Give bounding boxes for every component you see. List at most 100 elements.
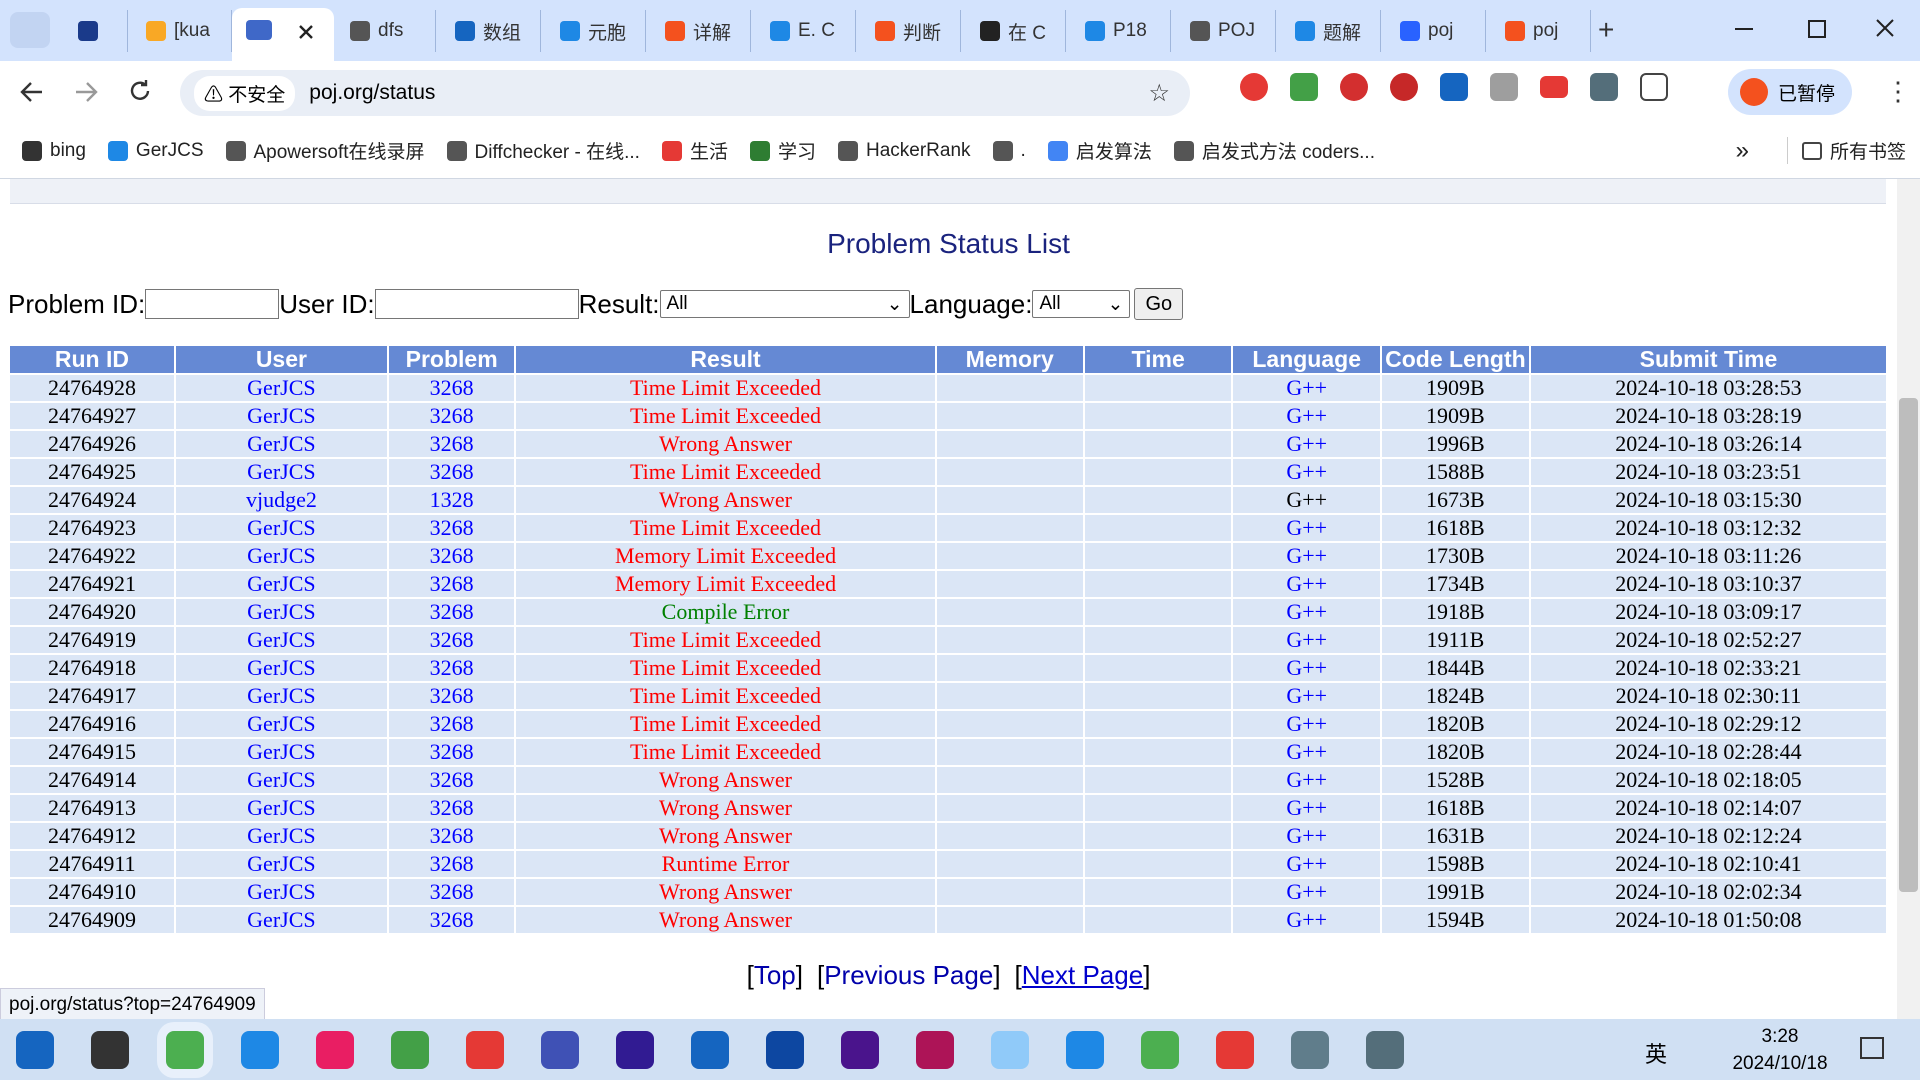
problem[interactable]: 3268 <box>429 907 474 932</box>
taskbar-icon[interactable] <box>1216 1031 1254 1069</box>
problem[interactable]: 3268 <box>429 431 474 456</box>
page-link[interactable]: Next Page <box>1021 960 1144 990</box>
tab[interactable]: 在 C <box>966 10 1066 52</box>
language[interactable]: G++ <box>1286 739 1328 764</box>
user[interactable]: GerJCS <box>247 739 316 764</box>
problem[interactable]: 3268 <box>429 515 474 540</box>
taskbar-icon[interactable] <box>241 1031 279 1069</box>
ime-indicator[interactable]: 英 <box>1645 1042 1668 1067</box>
problem[interactable]: 3268 <box>429 375 474 400</box>
notification-button[interactable] <box>1860 1037 1884 1059</box>
problem[interactable]: 3268 <box>429 627 474 652</box>
language[interactable]: G++ <box>1286 823 1328 848</box>
tab[interactable] <box>64 10 128 52</box>
restore[interactable] <box>1808 20 1826 38</box>
bookmark-star[interactable]: ☆ <box>1148 79 1170 107</box>
taskbar-icon[interactable] <box>691 1031 729 1069</box>
bookmark[interactable]: 启发式方法 coders... <box>1173 137 1375 164</box>
problem[interactable]: 3268 <box>429 767 474 792</box>
language[interactable]: G++ <box>1286 851 1328 876</box>
back-button[interactable] <box>20 81 44 103</box>
taskbar-icon[interactable] <box>1066 1031 1104 1069</box>
problem[interactable]: 3268 <box>429 711 474 736</box>
tab[interactable]: 判断 <box>861 10 961 52</box>
close-tab[interactable] <box>296 22 316 42</box>
user[interactable]: GerJCS <box>247 431 316 456</box>
user[interactable]: GerJCS <box>247 543 316 568</box>
bookmark[interactable]: 启发算法 <box>1047 137 1152 164</box>
bookmark[interactable]: GerJCS <box>107 140 204 162</box>
user[interactable]: GerJCS <box>247 823 316 848</box>
language[interactable]: G++ <box>1286 375 1328 400</box>
tab[interactable]: P18 <box>1071 10 1171 52</box>
problem[interactable]: 3268 <box>429 403 474 428</box>
language[interactable]: G++ <box>1286 795 1328 820</box>
user[interactable]: GerJCS <box>247 851 316 876</box>
taskbar-icon[interactable] <box>541 1031 579 1069</box>
taskbar-icon[interactable] <box>91 1031 129 1069</box>
user[interactable]: GerJCS <box>247 375 316 400</box>
user[interactable]: GerJCS <box>247 767 316 792</box>
language[interactable]: G++ <box>1286 543 1328 568</box>
problem[interactable]: 3268 <box>429 851 474 876</box>
taskbar-icon[interactable] <box>616 1031 654 1069</box>
user-id-input[interactable] <box>374 289 579 319</box>
problem[interactable]: 3268 <box>429 683 474 708</box>
problem[interactable]: 3268 <box>429 795 474 820</box>
profile-button[interactable]: 已暂停 <box>1728 69 1852 115</box>
language[interactable]: G++ <box>1286 515 1328 540</box>
user[interactable]: GerJCS <box>247 515 316 540</box>
security-chip[interactable]: ⚠ 不安全 <box>194 75 296 111</box>
taskbar-icon[interactable] <box>1291 1031 1329 1069</box>
language[interactable]: G++ <box>1286 459 1328 484</box>
bookmark[interactable]: Apowersoft在线录屏 <box>225 137 425 164</box>
page-link[interactable]: Top <box>753 960 796 990</box>
result-select[interactable]: All ⌄ <box>659 290 910 318</box>
problem[interactable]: 3268 <box>429 823 474 848</box>
bookmark[interactable]: Diffchecker - 在线... <box>446 137 640 164</box>
extension-icon[interactable] <box>1440 73 1468 101</box>
language[interactable]: G++ <box>1286 431 1328 456</box>
language[interactable]: G++ <box>1286 683 1328 708</box>
problem[interactable]: 3268 <box>429 739 474 764</box>
tab[interactable]: poj <box>1491 10 1591 52</box>
problem[interactable]: 3268 <box>429 655 474 680</box>
tab[interactable]: E. C <box>756 10 856 52</box>
all-bookmarks[interactable]: 所有书签 <box>1786 137 1906 164</box>
problem[interactable]: 3268 <box>429 879 474 904</box>
language[interactable]: G++ <box>1286 767 1328 792</box>
user[interactable]: GerJCS <box>247 459 316 484</box>
problem[interactable]: 1328 <box>429 487 474 512</box>
problem-id-input[interactable] <box>145 289 280 319</box>
scrollbar-thumb[interactable] <box>1899 398 1918 892</box>
language[interactable]: G++ <box>1286 655 1328 680</box>
tab[interactable]: 详解 <box>651 10 751 52</box>
extension-icon[interactable] <box>1540 76 1568 98</box>
user[interactable]: GerJCS <box>247 627 316 652</box>
taskbar-icon[interactable] <box>316 1031 354 1069</box>
user[interactable]: GerJCS <box>247 907 316 932</box>
extension-icon[interactable] <box>1290 73 1318 101</box>
address-bar[interactable]: ⚠ 不安全 poj.org/status ☆ <box>180 70 1190 116</box>
problem[interactable]: 3268 <box>429 599 474 624</box>
menu-button[interactable]: ⋮ <box>1885 76 1911 106</box>
taskbar-icon[interactable] <box>766 1031 804 1069</box>
bookmark[interactable]: 生活 <box>661 137 728 164</box>
bookmark[interactable]: bing <box>22 140 86 162</box>
problem[interactable]: 3268 <box>429 571 474 596</box>
problem[interactable]: 3268 <box>429 543 474 568</box>
new-tab[interactable]: + <box>1598 14 1615 45</box>
extension-icon[interactable] <box>1590 73 1618 101</box>
problem[interactable]: 3268 <box>429 459 474 484</box>
language[interactable]: G++ <box>1286 571 1328 596</box>
user[interactable]: GerJCS <box>247 403 316 428</box>
extension-icon[interactable] <box>1390 73 1418 101</box>
language-select[interactable]: All ⌄ <box>1032 290 1131 318</box>
taskbar-icon[interactable] <box>16 1031 54 1069</box>
tab[interactable]: 数组 <box>441 10 541 52</box>
bookmark[interactable]: HackerRank <box>837 140 971 162</box>
tab[interactable]: 元胞 <box>546 10 646 52</box>
taskbar-icon[interactable] <box>1366 1031 1404 1069</box>
extension-icon[interactable] <box>1340 73 1368 101</box>
user[interactable]: vjudge2 <box>245 487 317 512</box>
